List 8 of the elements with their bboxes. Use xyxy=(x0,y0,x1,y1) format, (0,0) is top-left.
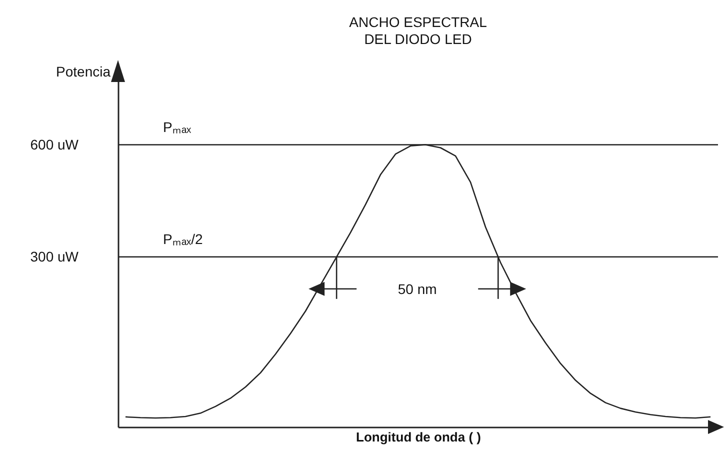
y-tick-label: 300 uW xyxy=(30,248,80,264)
annotation: 50 nm xyxy=(398,280,437,297)
y-axis-title: Potencia xyxy=(56,64,111,80)
ref-line-label: Pₘₐₓ xyxy=(163,118,192,135)
chart-title: ANCHO ESPECTRAL DEL DIODO LED xyxy=(349,14,488,47)
ref-line-label: Pₘₐₓ/2 xyxy=(163,230,204,247)
y-tick-label: 600 uW xyxy=(30,136,80,152)
x-axis-title: Longitud de onda ( ) xyxy=(356,430,481,444)
